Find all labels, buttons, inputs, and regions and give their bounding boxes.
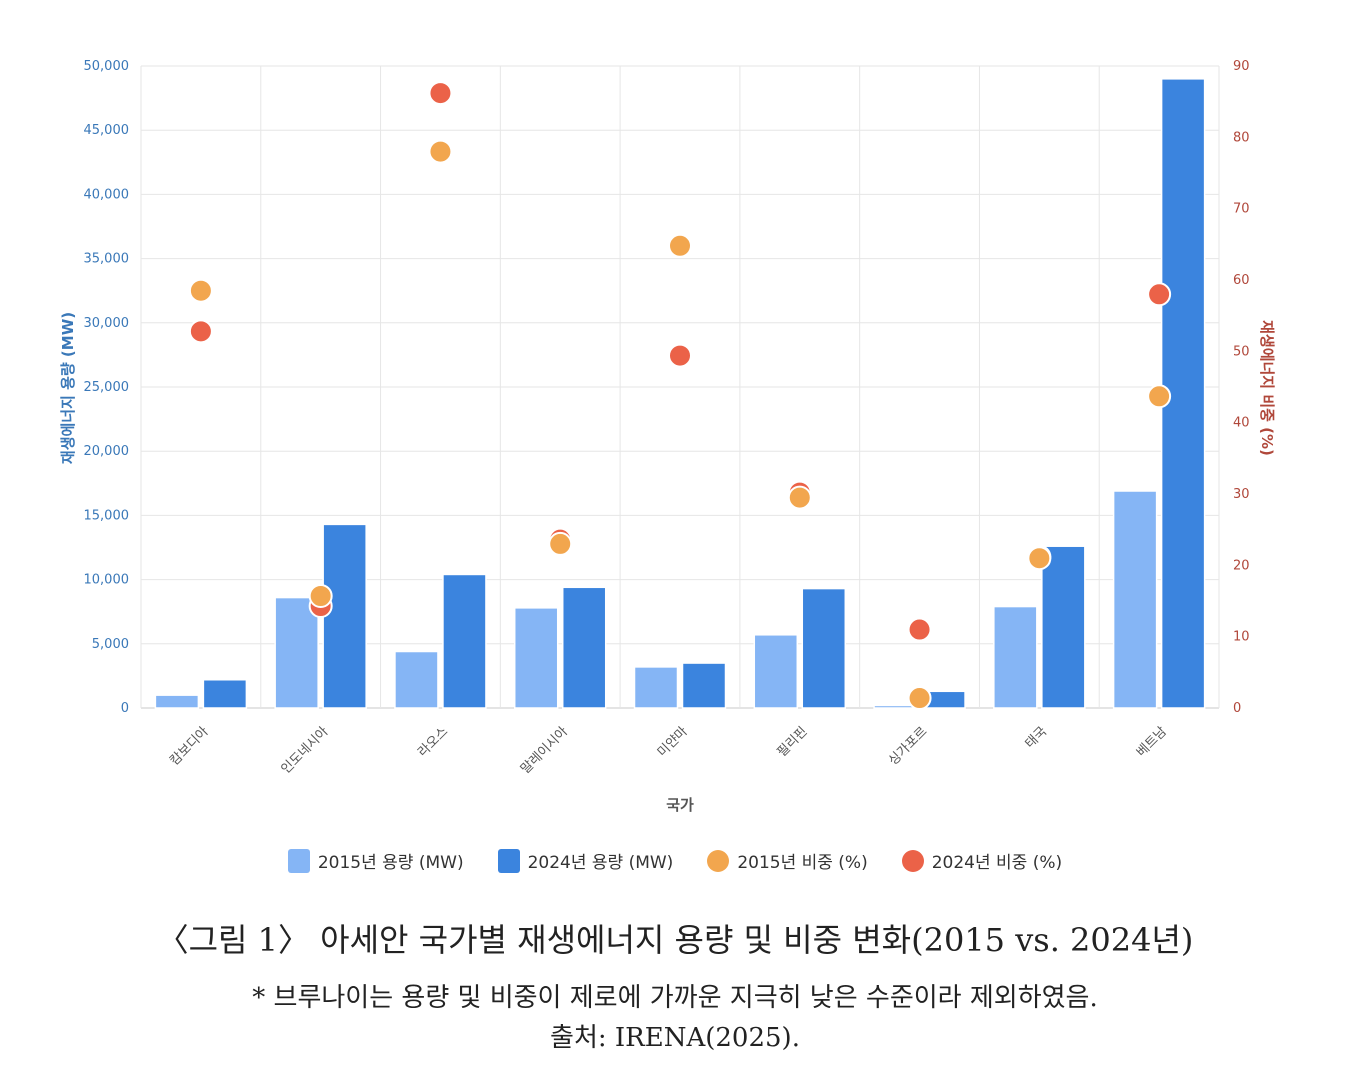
legend-swatch [707,849,730,872]
y-tick-label: 35,000 [84,252,130,267]
y2-tick-label: 0 [1233,701,1241,716]
figure-caption-note: * 브루나이는 용량 및 비중이 제로에 가까운 지극히 낮은 수준이라 제외하… [252,983,1098,1013]
bar [322,523,367,709]
legend-swatch [901,849,924,872]
bar [801,587,847,709]
bar [513,607,559,709]
y2-tick-label: 50 [1233,344,1250,359]
legend-label: 2015년 비중 (%) [737,853,868,873]
bar [633,666,679,709]
share-points [188,81,1172,711]
share-point [787,485,812,510]
x-tick-label: 인도네시아 [279,724,332,777]
y-tick-label: 30,000 [84,316,130,331]
y2-tick-label: 90 [1233,59,1250,74]
y2-tick-label: 70 [1233,202,1250,217]
bar [274,596,319,709]
y-tick-label: 50,000 [84,59,130,74]
bar [394,650,439,709]
y-tick-label: 20,000 [84,444,130,459]
y2-tick-label: 60 [1233,273,1250,288]
share-point [668,233,692,258]
bar [154,694,200,709]
legend-item-2024-capacity[interactable]: 2024년 용량 (MW) [497,848,674,873]
share-point [668,343,692,368]
bars [154,78,1206,709]
y2-axis-title: 재생에너지 비중 (%) [1258,320,1276,456]
legend-swatch [287,848,310,873]
share-point [1147,384,1172,409]
legend-item-2015-share[interactable]: 2015년 비중 (%) [707,848,868,873]
bar [1041,545,1086,709]
x-tick-label: 미얀마 [655,724,691,760]
y-tick-label: 40,000 [84,187,130,202]
share-point [907,686,932,711]
legend-item-2015-capacity[interactable]: 2015년 용량 (MW) [287,848,464,873]
chart: 0 5,000 10,000 15,000 20,000 25,000 30,000 35,0… [59,59,1276,814]
x-tick-label: 필리핀 [775,724,811,760]
y-tick-label: 25,000 [84,380,130,395]
share-point [1027,546,1052,571]
y-axis-title: 재생에너지 용량 (MW) [59,312,77,464]
y2-tick-label: 10 [1233,630,1250,645]
share-point [308,584,333,609]
x-axis-title: 국가 [666,796,694,814]
x-tick-label: 캄보디아 [167,724,211,768]
y-tick-label: 45,000 [84,123,130,138]
y-tick-label: 0 [121,701,129,716]
bar [681,662,727,709]
share-point [428,139,453,164]
x-tick-label: 베트남 [1134,724,1170,760]
y2-tick-label: 40 [1233,416,1250,431]
figure-caption-title: 〈그림 1〉 아세안 국가별 재생에너지 용량 및 비중 변화(2015 vs.… [156,921,1194,959]
bar [442,573,487,709]
legend-item-2024-share[interactable]: 2024년 비중 (%) [901,848,1063,873]
legend-label: 2015년 용량 (MW) [317,853,464,873]
bar [561,586,607,709]
share-point [428,81,453,106]
y2-tick-label: 30 [1233,487,1250,502]
x-tick-label: 태국 [1023,724,1051,752]
grid [140,65,1220,709]
bar [1112,490,1158,709]
y-tick-label: 5,000 [92,637,129,652]
share-point [1147,282,1172,307]
x-tick-label: 말레이시아 [518,724,571,777]
figure-caption-source: 출처: IRENA(2025). [550,1023,800,1053]
legend-swatch [497,848,520,873]
y-tick-label: 10,000 [84,573,130,588]
bar [993,605,1038,709]
legend: 2015년 용량 (MW) 2024년 용량 (MW) 2015년 비중 (%)… [0,848,1350,873]
legend-label: 2024년 용량 (MW) [527,853,674,873]
y2-tick-label: 20 [1233,558,1250,573]
y2-tick-label: 80 [1233,130,1250,145]
x-tick-label: 라오스 [415,724,451,760]
share-point [907,617,932,642]
x-tick-label: 싱가포르 [886,724,930,768]
bar [753,634,799,709]
share-point [188,278,213,303]
bar [202,679,248,709]
share-point [548,531,573,556]
y-tick-label: 15,000 [84,508,130,523]
legend-label: 2024년 비중 (%) [931,853,1063,873]
share-point [188,319,213,344]
